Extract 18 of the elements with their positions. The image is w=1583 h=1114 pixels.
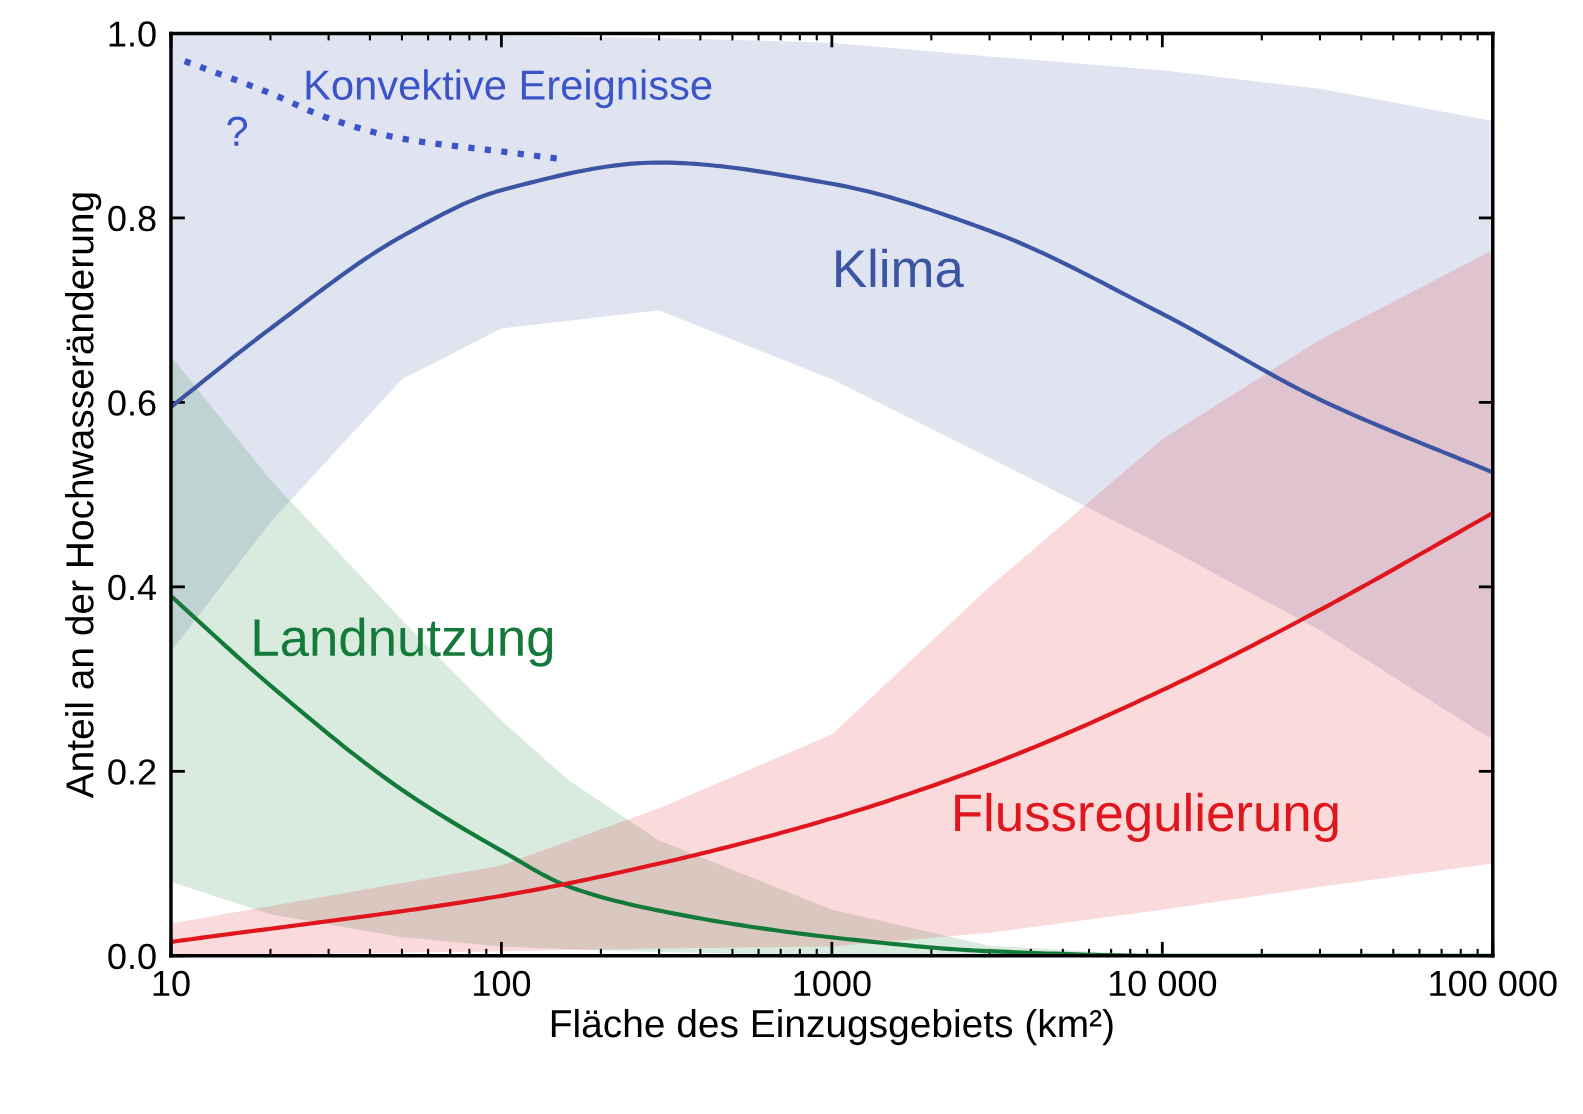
y-tick-label: 0.0	[108, 943, 156, 970]
x-tick-label: 1000	[794, 970, 871, 997]
y-tick-label: 1.0	[109, 21, 156, 47]
y-axis-title: Anteil an der Hochwasseränderung	[65, 193, 102, 799]
y-tick-label: 0.6	[108, 390, 156, 416]
series-label: Klima	[836, 248, 964, 288]
x-tick-label: 10	[153, 970, 190, 997]
x-axis-title: Fläche des Einzugsgebiets (km²)	[551, 1008, 1113, 1046]
x-tick-label: 10 000	[1109, 970, 1217, 997]
annotation: ?	[227, 116, 248, 146]
y-tick-label: 0.4	[108, 574, 157, 601]
series-label: Konvektive Ereignisse	[306, 69, 712, 109]
series-label: Flussregulierung	[955, 792, 1338, 843]
x-tick-label: 100 000	[1430, 970, 1557, 997]
x-tick-label: 100	[474, 970, 531, 997]
y-tick-label: 0.8	[108, 205, 156, 232]
y-tick-label: 0.2	[108, 759, 156, 785]
series-label: Landnutzung	[254, 617, 553, 667]
